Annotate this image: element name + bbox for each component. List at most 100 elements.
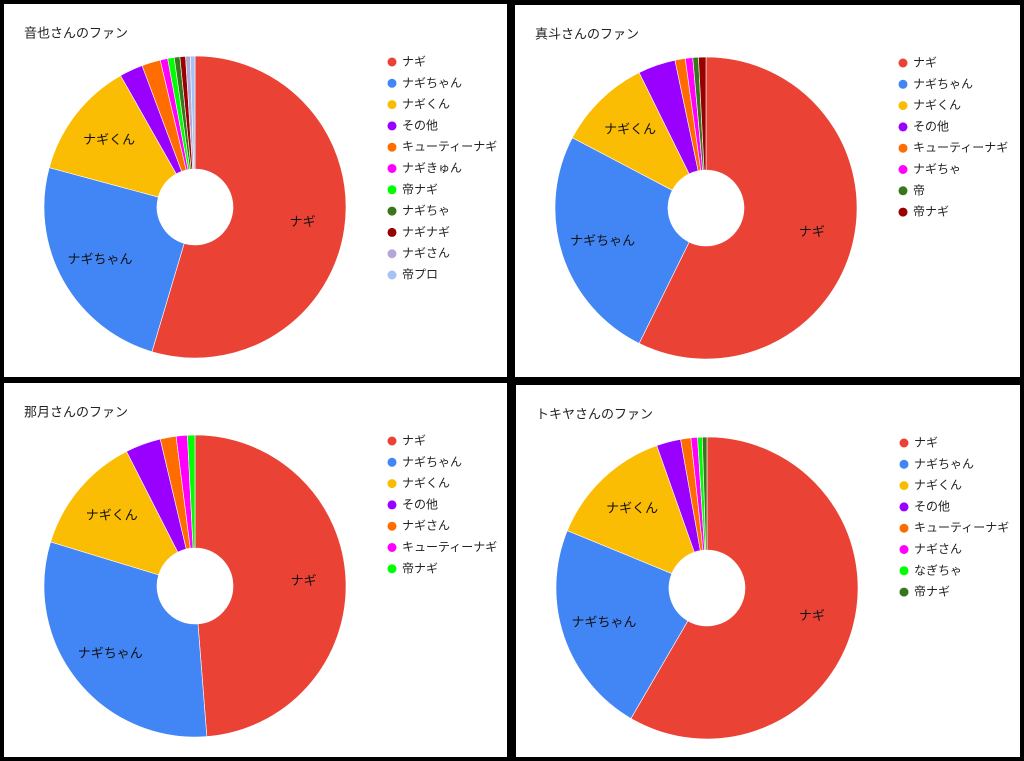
slice-label: ナギくん bbox=[83, 133, 135, 148]
legend-marker bbox=[899, 438, 909, 448]
legend-label: ナギきゅん bbox=[402, 161, 462, 175]
chart-panel: 那月さんのファンナギナギちゃんナギくんナギナギちゃんナギくんその他ナギさんキュー… bbox=[4, 383, 507, 757]
slice-label: ナギくん bbox=[86, 509, 138, 524]
legend-label: キューティーナギ bbox=[402, 540, 497, 554]
legend-marker bbox=[387, 185, 397, 195]
legend-marker bbox=[898, 79, 908, 89]
legend-marker bbox=[387, 249, 397, 259]
slice bbox=[698, 56, 707, 171]
legend-label: キューティーナギ bbox=[914, 521, 1009, 535]
legend-marker bbox=[899, 587, 909, 597]
legend-label: 帝ナギ bbox=[402, 181, 438, 196]
legend-label: ナギナギ bbox=[402, 225, 450, 239]
legend-label: ナギちゃん bbox=[914, 457, 974, 471]
slice bbox=[630, 436, 859, 740]
legend-marker bbox=[899, 459, 909, 469]
chart-title: 真斗さんのファン bbox=[535, 28, 639, 43]
legend-marker bbox=[387, 564, 397, 574]
legend-marker bbox=[387, 100, 397, 110]
legend-label: キューティーナギ bbox=[913, 141, 1008, 155]
legend-label: ナギくん bbox=[402, 97, 450, 111]
legend-marker bbox=[387, 270, 397, 280]
legend-label: ナギちゃ bbox=[913, 162, 961, 176]
slice-label: ナギくん bbox=[606, 502, 658, 517]
legend-label: 帝ナギ bbox=[402, 560, 438, 575]
chart-title: トキヤさんのファン bbox=[536, 408, 653, 423]
legend-marker bbox=[387, 543, 397, 552]
legend-label: ナギちゃん bbox=[402, 455, 462, 469]
legend-marker bbox=[898, 207, 908, 217]
legend-marker bbox=[387, 479, 397, 489]
legend-label: ナギちゃん bbox=[402, 76, 462, 90]
legend-marker bbox=[898, 58, 908, 68]
legend-marker bbox=[898, 101, 908, 111]
slice-label: ナギくん bbox=[604, 123, 656, 138]
slice bbox=[194, 434, 347, 737]
legend-label: ナギちゃ bbox=[402, 204, 450, 218]
slice bbox=[566, 445, 695, 574]
slice bbox=[571, 72, 690, 191]
slice bbox=[50, 451, 179, 576]
legend-marker bbox=[899, 481, 909, 491]
slice bbox=[43, 541, 208, 738]
legend-label: 帝ナギ bbox=[913, 204, 949, 219]
legend-label: その他 bbox=[913, 119, 949, 133]
legend-marker bbox=[387, 521, 397, 531]
legend-marker bbox=[898, 143, 908, 153]
legend-marker bbox=[387, 206, 397, 216]
slice bbox=[638, 56, 858, 360]
legend-label: ナギ bbox=[402, 434, 426, 448]
slice-label: ナギ bbox=[799, 609, 825, 624]
legend-label: なぎちゃ bbox=[914, 563, 962, 577]
legend-label: ナギさん bbox=[914, 542, 962, 556]
legend-marker bbox=[899, 545, 909, 554]
legend-marker bbox=[387, 121, 397, 131]
legend-label: 帝ナギ bbox=[914, 584, 950, 599]
chart-title: 那月さんのファン bbox=[24, 406, 128, 421]
legend-marker bbox=[387, 436, 397, 446]
slice bbox=[151, 55, 347, 359]
legend-marker bbox=[387, 78, 397, 88]
legend-marker bbox=[387, 142, 397, 152]
legend-label: ナギちゃん bbox=[913, 77, 973, 91]
legend-label: ナギくん bbox=[913, 98, 961, 112]
legend-label: ナギ bbox=[914, 436, 938, 450]
chart-panel: 真斗さんのファンナギナギちゃんナギくんナギナギちゃんナギくんその他キューティーナ… bbox=[515, 5, 1020, 377]
slice-label: ナギ bbox=[799, 225, 825, 240]
legend-label: その他 bbox=[914, 499, 950, 513]
slice bbox=[187, 434, 196, 549]
slice bbox=[43, 167, 185, 353]
legend-label: その他 bbox=[402, 497, 438, 511]
slice-label: ナギちゃん bbox=[572, 615, 637, 630]
slice-label: ナギちゃん bbox=[570, 234, 635, 249]
legend-label: ナギ bbox=[913, 56, 937, 70]
chart-title: 音也さんのファン bbox=[24, 26, 128, 42]
chart-panel: 音也さんのファンナギナギちゃんナギくんナギナギちゃんナギくんその他キューティーナ… bbox=[4, 4, 507, 377]
slice bbox=[189, 55, 196, 170]
slice bbox=[555, 530, 689, 719]
chart-panel: トキヤさんのファンナギナギちゃんナギくんナギナギちゃんナギくんその他キューティー… bbox=[516, 385, 1020, 757]
slice bbox=[554, 137, 690, 344]
legend-marker bbox=[387, 500, 397, 510]
legend-label: その他 bbox=[402, 118, 438, 132]
slice-label: ナギちゃん bbox=[78, 647, 143, 662]
legend-marker bbox=[899, 502, 909, 512]
legend-marker bbox=[387, 227, 397, 237]
legend-marker bbox=[898, 186, 908, 196]
legend-marker bbox=[899, 523, 909, 533]
legend-label: ナギくん bbox=[914, 478, 962, 492]
slice-label: ナギちゃん bbox=[68, 252, 133, 267]
legend-label: ナギ bbox=[402, 55, 426, 69]
legend-marker bbox=[387, 57, 397, 67]
legend-label: ナギくん bbox=[402, 476, 450, 490]
legend-label: 帝 bbox=[913, 182, 925, 197]
slice-label: ナギ bbox=[291, 574, 317, 589]
legend-label: ナギさん bbox=[402, 246, 450, 260]
legend-marker bbox=[898, 165, 908, 174]
legend-label: 帝プロ bbox=[402, 267, 438, 282]
legend-label: キューティーナギ bbox=[402, 140, 497, 154]
slice bbox=[701, 436, 708, 551]
legend-marker bbox=[898, 122, 908, 132]
